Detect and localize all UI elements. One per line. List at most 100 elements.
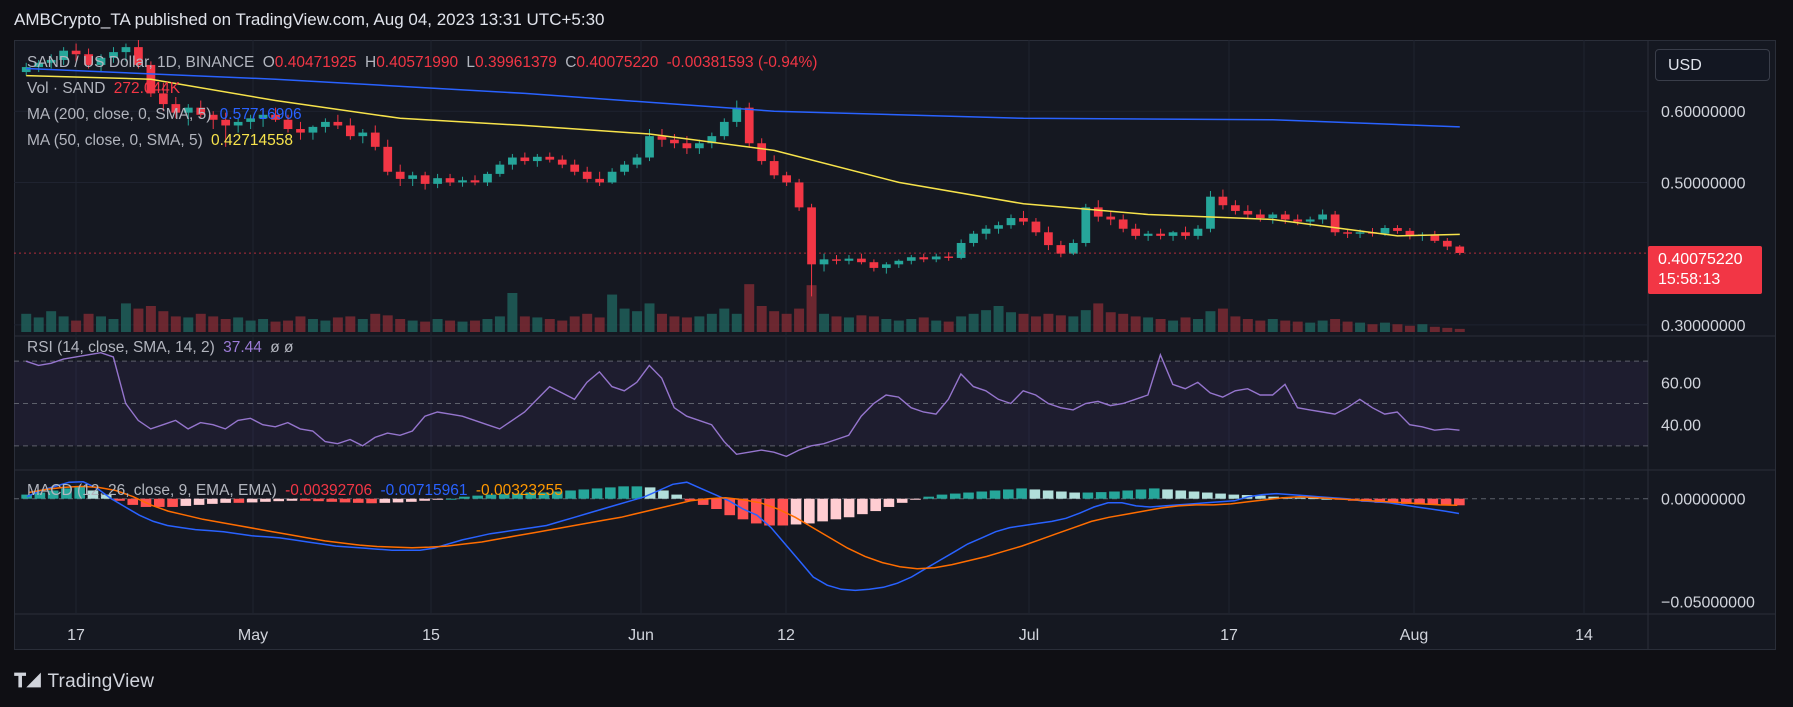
candle-body xyxy=(1143,233,1153,236)
volume-bar xyxy=(21,313,32,332)
volume-bar xyxy=(931,320,942,332)
legend-ma50[interactable]: MA (50, close, 0, SMA, 5) 0.42714558 xyxy=(27,132,297,150)
candle-body xyxy=(1318,214,1328,220)
legend-ma200[interactable]: MA (200, close, 0, SMA, 5) 0.57716906 xyxy=(27,106,306,124)
macd-histogram-bar xyxy=(1109,491,1120,499)
ma50-line xyxy=(26,74,1460,237)
macd-histogram-bar xyxy=(47,490,59,499)
candle-body xyxy=(906,257,916,261)
macd-histogram-bar xyxy=(658,490,669,499)
volume-bar xyxy=(108,319,119,332)
volume-bar xyxy=(868,316,879,332)
footer-brand-text: TradingView xyxy=(47,671,155,692)
candle-body xyxy=(84,54,93,65)
macd-histogram-bar xyxy=(246,498,258,503)
candle-body xyxy=(1343,232,1352,234)
price-tick-label: 0.50000000 xyxy=(1661,175,1746,192)
macd-histogram-bar xyxy=(406,498,417,502)
macd-histogram-bar xyxy=(207,498,218,504)
candle-body xyxy=(134,47,143,65)
volume-bar xyxy=(1080,310,1091,332)
macd-histogram-bar xyxy=(114,498,125,501)
candle-body xyxy=(1305,219,1315,222)
currency-button[interactable]: USD xyxy=(1655,49,1770,81)
macd-histogram-bar xyxy=(1294,497,1306,499)
candle-body xyxy=(782,175,791,183)
volume-bar xyxy=(208,316,219,332)
legend-vol-value: 272.044K xyxy=(113,80,181,97)
volume-bar xyxy=(956,316,967,332)
macd-histogram-bar xyxy=(896,498,908,503)
legend-rsi-value: 37.44 xyxy=(223,339,262,356)
last-price-tag: 0.40075220 15:58:13 xyxy=(1648,246,1762,294)
volume-bar xyxy=(1068,316,1079,332)
legend-volume[interactable]: Vol · SAND 272.044K xyxy=(27,80,184,98)
macd-histogram-bar xyxy=(87,490,99,499)
macd-histogram-bar xyxy=(1202,492,1213,499)
legend-ma50-label: MA (50, close, 0, SMA, 5) xyxy=(27,132,203,149)
volume-bar xyxy=(1055,315,1066,332)
volume-bar xyxy=(432,319,443,332)
volume-bar xyxy=(1442,327,1453,332)
volume-bar xyxy=(445,320,456,332)
candle-body xyxy=(370,132,380,147)
macd-histogram-bar xyxy=(764,498,775,526)
volume-bar xyxy=(33,317,44,332)
candle-body xyxy=(732,107,742,122)
volume-bar xyxy=(1305,322,1316,332)
legend-vol-label: Vol · SAND xyxy=(27,80,106,97)
volume-bar xyxy=(1217,308,1228,332)
volume-bar xyxy=(270,321,281,332)
macd-histogram-bar xyxy=(74,486,86,499)
chart-frame[interactable] xyxy=(14,40,1776,650)
macd-histogram-bar xyxy=(1162,489,1173,499)
candle-body xyxy=(956,242,966,258)
footer-brand[interactable]: 𝐓◢ TradingView xyxy=(14,671,154,693)
legend-rsi[interactable]: RSI (14, close, SMA, 14, 2) 37.44 ø ø xyxy=(27,339,297,357)
legend-macd[interactable]: MACD (12, 26, close, 9, EMA, EMA) -0.003… xyxy=(27,482,567,500)
volume-bar xyxy=(1168,320,1179,332)
macd-histogram-bar xyxy=(1042,490,1054,499)
volume-bar xyxy=(881,319,892,332)
candle-body xyxy=(258,114,268,119)
volume-bar xyxy=(794,308,805,332)
candle-body xyxy=(645,136,654,158)
x-tick-label: 17 xyxy=(67,627,85,644)
volume-bar xyxy=(918,317,929,332)
legend-high: 0.40571990 xyxy=(376,54,459,71)
volume-bar xyxy=(681,317,692,332)
candle-body xyxy=(657,136,667,140)
candle-body xyxy=(570,164,580,172)
rsi-tick-label: 40.00 xyxy=(1661,418,1701,435)
candle-body xyxy=(1106,216,1116,220)
macd-histogram-bar xyxy=(976,491,988,499)
candle-body xyxy=(1430,234,1440,241)
volume-bar xyxy=(1018,313,1029,332)
macd-histogram-bar xyxy=(1029,489,1041,499)
x-tick-label: Jun xyxy=(628,627,654,644)
candle-body xyxy=(383,146,393,172)
legend-symbol[interactable]: SAND / US Dollar, 1D, BINANCE xyxy=(27,54,255,71)
macd-histogram-bar xyxy=(870,498,881,512)
volume-bar xyxy=(1105,312,1116,332)
volume-bar xyxy=(332,317,343,332)
candle-body xyxy=(1243,210,1253,215)
volume-bar xyxy=(582,313,593,332)
volume-bar xyxy=(370,313,381,332)
candle-body xyxy=(1255,214,1265,219)
macd-histogram-bar xyxy=(153,498,165,507)
candle-body xyxy=(408,175,418,179)
macd-histogram-bar xyxy=(1095,492,1107,499)
price-tick-label: 0.60000000 xyxy=(1661,104,1746,121)
volume-bar xyxy=(519,316,530,332)
rsi-tick-label: 60.00 xyxy=(1661,375,1701,392)
volume-bar xyxy=(1267,319,1278,332)
candle-body xyxy=(158,93,168,105)
candle-body xyxy=(1131,228,1141,236)
volume-bar xyxy=(407,320,418,332)
macd-histogram-bar xyxy=(61,488,72,499)
volume-bar xyxy=(1030,316,1041,332)
volume-bar xyxy=(981,310,992,332)
volume-bar xyxy=(1429,326,1440,332)
